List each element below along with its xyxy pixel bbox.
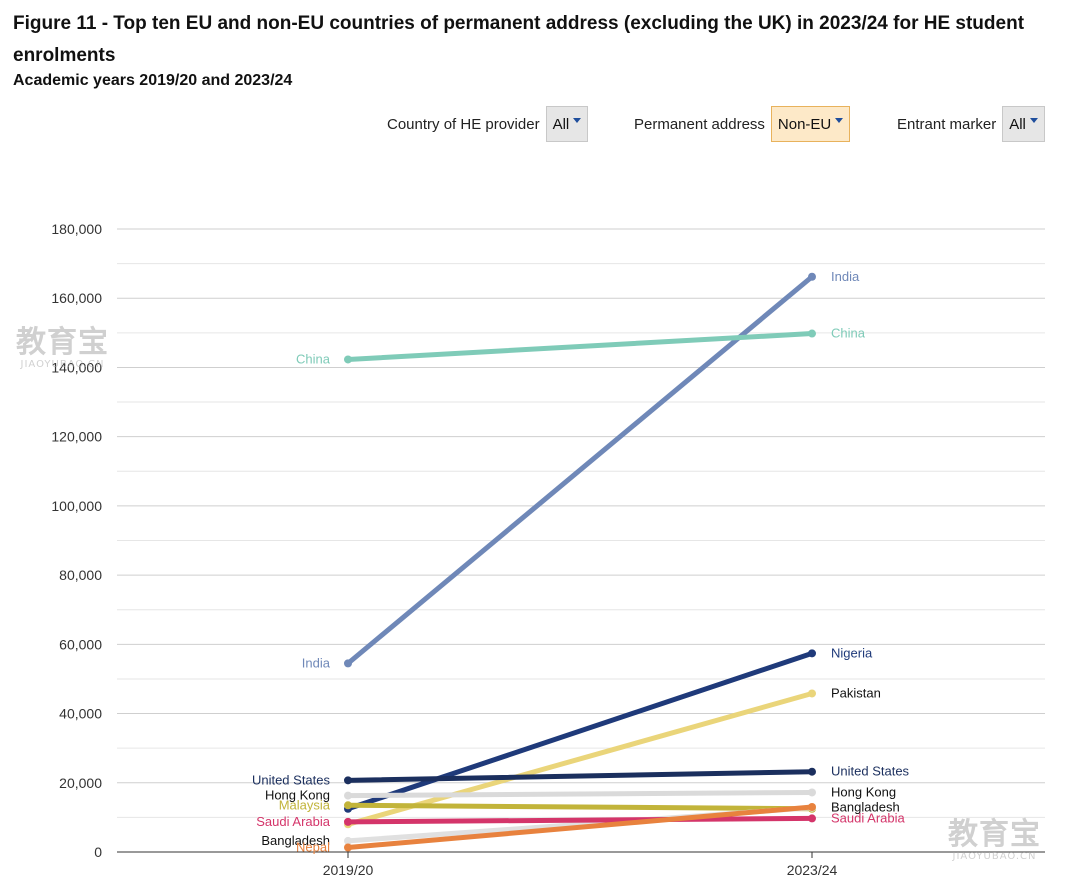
permanent-address-dropdown[interactable]: Non-EU bbox=[770, 106, 851, 142]
series-line-nepal bbox=[345, 804, 815, 851]
series-label-nigeria: Nigeria bbox=[831, 645, 873, 660]
filter-country-of-provider: Country of HE provider All bbox=[387, 106, 589, 142]
filter-entrant-marker: Entrant marker All bbox=[897, 106, 1045, 142]
series-label-hong-kong: Hong Kong bbox=[831, 784, 896, 799]
series-line-india bbox=[345, 274, 815, 666]
series-label-malaysia: Malaysia bbox=[279, 797, 331, 812]
y-tick-label: 180,000 bbox=[51, 221, 102, 237]
series-line-china bbox=[345, 331, 815, 362]
series-line-saudi-arabia bbox=[345, 815, 815, 825]
data-point-pakistan bbox=[808, 689, 816, 698]
series-label-united-states: United States bbox=[831, 764, 910, 779]
series-label-saudi-arabia: Saudi Arabia bbox=[256, 814, 330, 829]
data-point-hong-kong bbox=[344, 791, 352, 800]
data-point-hong-kong bbox=[808, 788, 816, 797]
series-label-bangladesh: Bangladesh bbox=[831, 800, 900, 815]
series-label-hong-kong: Hong Kong bbox=[265, 788, 330, 803]
series-label-bangladesh: Bangladesh bbox=[261, 833, 330, 848]
dropdown-value: Non-EU bbox=[777, 115, 832, 133]
data-point-india bbox=[344, 659, 352, 668]
watermark-logo: 教育宝 JIAOYUBAO.CN bbox=[16, 325, 109, 370]
y-tick-label: 0 bbox=[94, 844, 102, 860]
data-point-india bbox=[808, 272, 816, 281]
data-point-united-states bbox=[808, 767, 816, 776]
data-point-nigeria bbox=[808, 649, 816, 658]
data-point-bangladesh bbox=[344, 836, 352, 845]
data-point-saudi-arabia bbox=[808, 814, 816, 823]
filter-permanent-address: Permanent address Non-EU bbox=[634, 106, 851, 142]
series-label-china: China bbox=[296, 351, 331, 366]
series-label-india: India bbox=[831, 269, 860, 284]
watermark-logo: 教育宝 JIAOYUBAO.CN bbox=[948, 817, 1041, 862]
y-tick-label: 20,000 bbox=[59, 775, 102, 791]
data-point-nepal bbox=[344, 843, 352, 852]
data-point-china bbox=[344, 355, 352, 364]
series-label-united-states: United States bbox=[252, 772, 331, 787]
series-label-pakistan: Pakistan bbox=[831, 685, 881, 700]
entrant-marker-dropdown[interactable]: All bbox=[1002, 106, 1045, 142]
y-tick-label: 100,000 bbox=[51, 498, 102, 514]
data-point-saudi-arabia bbox=[344, 817, 352, 826]
dropdown-value: All bbox=[1009, 115, 1026, 133]
y-tick-label: 160,000 bbox=[51, 290, 102, 306]
filter-label: Permanent address bbox=[634, 115, 765, 133]
series-label-india: India bbox=[302, 655, 331, 670]
series-label-nepal: Nepal bbox=[296, 840, 330, 855]
x-tick-label: 2019/20 bbox=[323, 862, 374, 878]
filter-label: Entrant marker bbox=[897, 115, 997, 133]
data-point-united-states bbox=[344, 776, 352, 785]
data-point-china bbox=[808, 329, 816, 338]
series-line-nigeria bbox=[345, 650, 815, 812]
series-line-malaysia bbox=[345, 802, 815, 812]
chart-subtitle: Academic years 2019/20 and 2023/24 bbox=[13, 72, 293, 89]
caret-down-icon bbox=[573, 117, 582, 123]
y-tick-label: 40,000 bbox=[59, 706, 102, 722]
series-line-pakistan bbox=[345, 690, 815, 827]
chart-title: Figure 11 - Top ten EU and non-EU countr… bbox=[13, 13, 1025, 66]
caret-down-icon bbox=[1029, 117, 1038, 123]
y-tick-label: 60,000 bbox=[59, 636, 102, 652]
country-of-provider-dropdown[interactable]: All bbox=[545, 106, 589, 142]
series-line-united-states bbox=[345, 769, 815, 783]
x-tick-label: 2023/24 bbox=[787, 862, 838, 878]
caret-down-icon bbox=[835, 117, 844, 123]
data-point-nepal bbox=[808, 803, 816, 812]
data-point-malaysia bbox=[344, 801, 352, 810]
series-line-hong-kong bbox=[345, 789, 815, 799]
series-label-china: China bbox=[831, 326, 866, 341]
dropdown-value: All bbox=[552, 115, 570, 133]
y-tick-label: 120,000 bbox=[51, 429, 102, 445]
filter-label: Country of HE provider bbox=[387, 115, 540, 133]
y-tick-label: 80,000 bbox=[59, 567, 102, 583]
series-label-saudi-arabia: Saudi Arabia bbox=[831, 810, 905, 825]
y-tick-label: 140,000 bbox=[51, 359, 102, 375]
